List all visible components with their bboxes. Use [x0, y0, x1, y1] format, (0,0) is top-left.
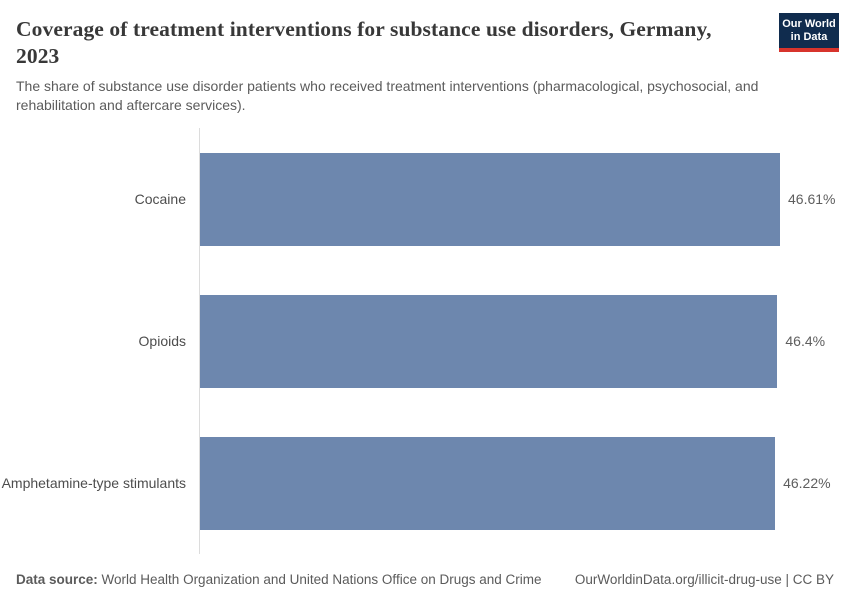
credit-link[interactable]: OurWorldinData.org/illicit-drug-use | CC…: [574, 572, 834, 587]
bar-chart: Cocaine 46.61% Opioids 46.4% Amphetamine…: [0, 128, 850, 554]
bar-area: 46.61%: [200, 128, 850, 270]
bar-category-label: Cocaine: [134, 190, 186, 207]
owid-logo-red-bar: [779, 48, 839, 52]
bar-cocaine[interactable]: [200, 152, 780, 246]
data-source: Data source: World Health Organization a…: [16, 572, 542, 587]
owid-logo[interactable]: Our World in Data: [779, 13, 839, 52]
owid-logo-line2: in Data: [790, 31, 828, 43]
bar-area: 46.4%: [200, 270, 850, 412]
bar-value-label: 46.4%: [785, 333, 826, 349]
data-source-text: World Health Organization and United Nat…: [97, 572, 542, 587]
bar-opioids[interactable]: [200, 294, 778, 388]
chart-footer: Data source: World Health Organization a…: [16, 572, 834, 587]
bar-rows: Cocaine 46.61% Opioids 46.4% Amphetamine…: [0, 128, 850, 554]
bar-row-amphetamine-type-stimulants: Amphetamine-type stimulants 46.22%: [0, 412, 850, 554]
bar-value-label: 46.22%: [783, 475, 831, 491]
owid-logo-text: Our World in Data: [779, 13, 839, 48]
bar-category-label: Amphetamine-type stimulants: [1, 474, 186, 491]
page-subtitle: The share of substance use disorder pati…: [16, 78, 759, 113]
data-source-label: Data source:: [16, 572, 98, 587]
bar-row-cocaine: Cocaine 46.61%: [0, 128, 850, 270]
bar-row-opioids: Opioids 46.4%: [0, 270, 850, 412]
owid-logo-line1: Our World: [782, 18, 836, 30]
bar-area: 46.22%: [200, 412, 850, 554]
chart-header: Coverage of treatment interventions for …: [0, 0, 850, 115]
page-title: Coverage of treatment interventions for …: [16, 17, 712, 68]
bar-amphetamine-type-stimulants[interactable]: [200, 436, 776, 530]
y-axis-line: [199, 128, 200, 554]
bar-category-label: Opioids: [138, 332, 186, 349]
bar-value-label: 46.61%: [788, 191, 836, 207]
